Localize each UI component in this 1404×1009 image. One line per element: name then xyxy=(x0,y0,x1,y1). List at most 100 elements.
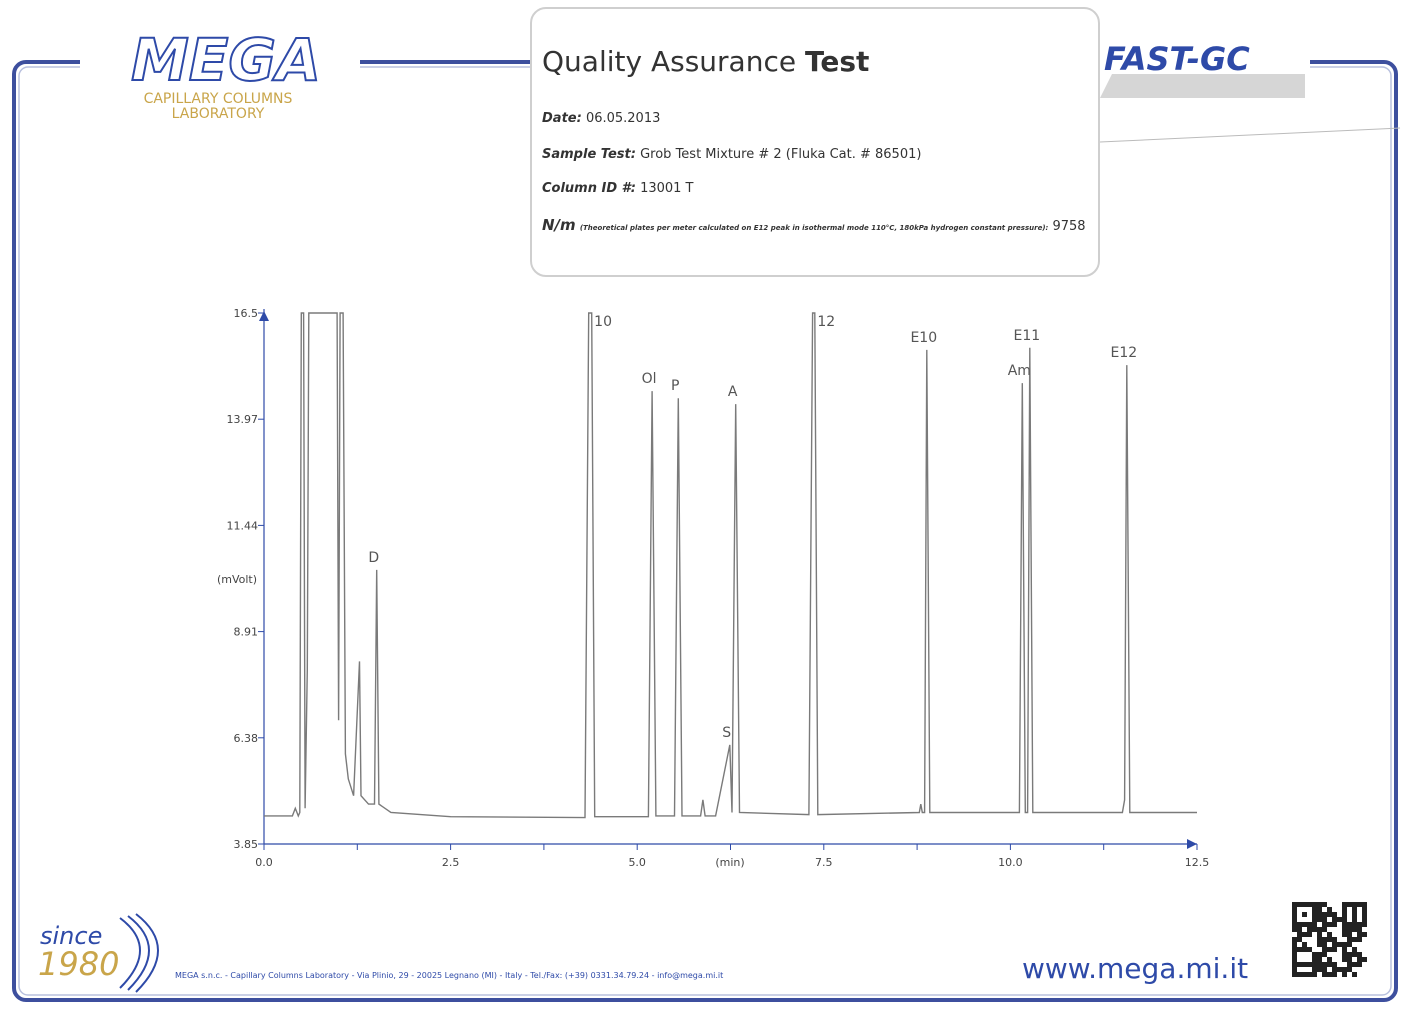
qr-cell xyxy=(1362,902,1367,907)
qr-cell xyxy=(1327,922,1332,927)
qr-cell xyxy=(1362,922,1367,927)
x-tick-label: 2.5 xyxy=(442,856,460,869)
qr-cell xyxy=(1342,947,1347,952)
qr-cell xyxy=(1297,902,1302,907)
peak-label: E11 xyxy=(1013,328,1040,344)
qr-cell xyxy=(1302,942,1307,947)
qr-cell xyxy=(1317,932,1322,937)
qr-cell xyxy=(1347,957,1352,962)
qr-cell xyxy=(1297,937,1302,942)
qr-cell xyxy=(1342,912,1347,917)
qr-cell xyxy=(1332,922,1337,927)
label: Date: xyxy=(542,111,582,126)
qr-cell xyxy=(1337,917,1342,922)
qr-cell xyxy=(1352,912,1357,917)
qr-cell xyxy=(1342,907,1347,912)
qr-cell xyxy=(1317,912,1322,917)
qr-code xyxy=(1292,902,1367,977)
qr-cell xyxy=(1347,927,1352,932)
qr-cell xyxy=(1317,942,1322,947)
qr-cell xyxy=(1342,967,1347,972)
qr-cell xyxy=(1327,957,1332,962)
qr-cell xyxy=(1292,957,1297,962)
qr-cell xyxy=(1357,957,1362,962)
qr-cell xyxy=(1307,922,1312,927)
x-tick-label: 7.5 xyxy=(815,856,833,869)
peak-label: E12 xyxy=(1111,345,1138,361)
peak-label: D xyxy=(368,550,379,566)
value: 06.05.2013 xyxy=(585,111,661,126)
y-axis-arrow xyxy=(259,311,269,321)
website: www.mega.mi.it xyxy=(1022,952,1248,985)
qr-cell xyxy=(1312,967,1317,972)
qr-cell xyxy=(1322,967,1327,972)
qr-cell xyxy=(1302,972,1307,977)
qr-cell xyxy=(1292,922,1297,927)
logo-sub: CAPILLARY COLUMNS xyxy=(144,91,293,107)
qr-cell xyxy=(1342,972,1347,977)
qr-cell xyxy=(1327,947,1332,952)
qr-cell xyxy=(1322,917,1327,922)
value: 13001 T xyxy=(640,181,694,196)
qr-cell xyxy=(1352,937,1357,942)
qr-cell xyxy=(1297,932,1302,937)
logo: MEGA xyxy=(131,26,321,94)
qr-cell xyxy=(1347,942,1352,947)
brand-swoosh xyxy=(1100,74,1305,98)
qr-cell xyxy=(1357,937,1362,942)
qr-cell xyxy=(1332,917,1337,922)
qr-cell xyxy=(1342,942,1347,947)
since-arc xyxy=(119,913,159,993)
qr-cell xyxy=(1292,942,1297,947)
qr-cell xyxy=(1352,917,1357,922)
qr-cell xyxy=(1312,922,1317,927)
qr-cell xyxy=(1342,957,1347,962)
qr-cell xyxy=(1362,957,1367,962)
qr-cell xyxy=(1347,952,1352,957)
qr-cell xyxy=(1317,957,1322,962)
qr-cell xyxy=(1357,952,1362,957)
qr-cell xyxy=(1292,972,1297,977)
qr-cell xyxy=(1347,902,1352,907)
qr-cell xyxy=(1292,967,1297,972)
since: since xyxy=(40,922,102,950)
qr-cell xyxy=(1322,937,1327,942)
qr-cell xyxy=(1317,967,1322,972)
logo-bg xyxy=(80,28,360,123)
qr-cell xyxy=(1302,912,1307,917)
qr-cell xyxy=(1342,927,1347,932)
qr-cell xyxy=(1312,912,1317,917)
qr-cell xyxy=(1327,972,1332,977)
qr-cell xyxy=(1312,902,1317,907)
qr-cell xyxy=(1332,912,1337,917)
y-tick-label: 13.97 xyxy=(227,413,259,426)
address: MEGA s.n.c. - Capillary Columns Laborato… xyxy=(175,971,723,980)
info-box: Quality Assurance Test Date: 06.05.2013 … xyxy=(530,7,1100,277)
column-row: Column ID #: 13001 T xyxy=(542,181,694,196)
qr-cell xyxy=(1322,942,1327,947)
qr-cell xyxy=(1302,932,1307,937)
peak-label: A xyxy=(728,384,738,400)
note: (Theoretical plates per meter calculated… xyxy=(579,224,1049,232)
qr-cell xyxy=(1322,947,1327,952)
nm-row: N/m (Theoretical plates per meter calcul… xyxy=(542,217,1092,237)
y-tick-label: 16.5 xyxy=(234,307,259,320)
qr-cell xyxy=(1332,942,1337,947)
qr-cell xyxy=(1362,907,1367,912)
qr-cell xyxy=(1332,962,1337,967)
qr-cell xyxy=(1347,932,1352,937)
qr-cell xyxy=(1312,927,1317,932)
value: 9758 xyxy=(1052,219,1086,234)
y-tick-label: 11.44 xyxy=(227,519,259,532)
sample-row: Sample Test: Grob Test Mixture # 2 (Fluk… xyxy=(542,147,921,162)
qr-cell xyxy=(1362,917,1367,922)
qr-cell xyxy=(1332,937,1337,942)
qr-cell xyxy=(1317,927,1322,932)
qr-cell xyxy=(1297,947,1302,952)
qr-cell xyxy=(1327,912,1332,917)
qr-cell xyxy=(1327,962,1332,967)
qr-cell xyxy=(1307,932,1312,937)
qr-cell xyxy=(1317,917,1322,922)
title-bold: Test xyxy=(804,45,870,78)
